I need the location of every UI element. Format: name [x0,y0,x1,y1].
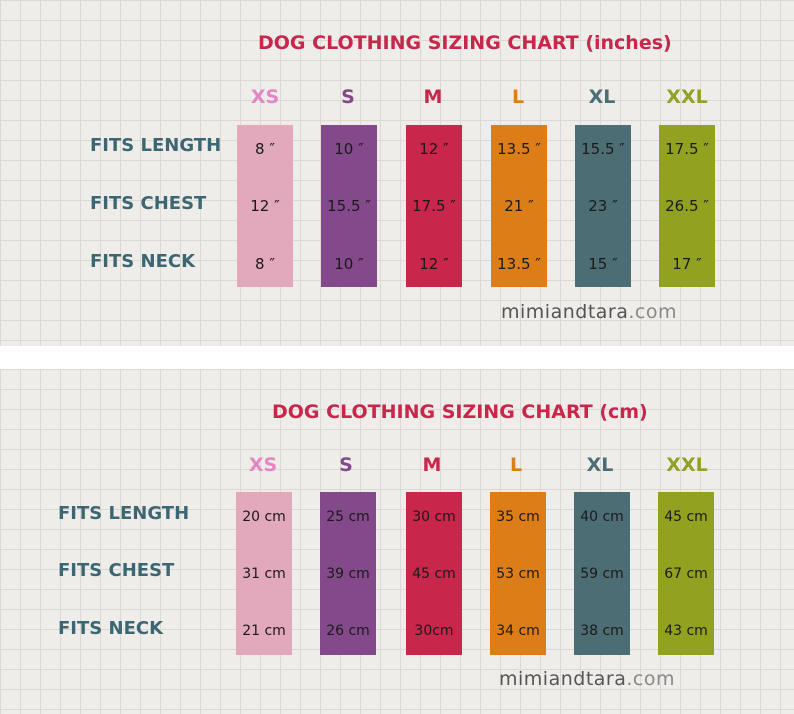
size-column-xxl: 17.5 ″ 26.5 ″ 17 ″ [659,125,715,287]
cell-chest-s: 15.5 ″ [327,197,371,215]
brand-name: mimiandtara [501,301,629,323]
row-label-chest: FITS CHEST [90,193,207,214]
cell-neck-xs: 21 cm [242,623,286,639]
cell-neck-xxl: 43 cm [664,623,708,639]
size-label-s: S [339,454,353,476]
size-label-l: L [511,86,525,108]
size-label-xs: XS [248,454,278,476]
size-column-xs: 20 cm 31 cm 21 cm [236,492,292,655]
cell-length-l: 13.5 ″ [497,140,541,158]
brand-tld: .com [626,668,675,690]
cell-neck-xl: 15 ″ [588,255,618,273]
cm-chart-panel: DOG CLOTHING SIZING CHART (cm) XS S M L … [0,369,794,714]
row-label-neck: FITS NECK [90,251,196,272]
cell-neck-xs: 8 ″ [255,255,275,273]
row-label-neck: FITS NECK [58,618,164,639]
cell-chest-xs: 31 cm [242,566,286,582]
chart-title-inches: DOG CLOTHING SIZING CHART (inches) [258,32,672,54]
size-column-l: 13.5 ″ 21 ″ 13.5 ″ [491,125,547,287]
inches-chart-panel: DOG CLOTHING SIZING CHART (inches) XS S … [0,0,794,346]
cell-length-xs: 8 ″ [255,140,275,158]
cell-neck-s: 26 cm [326,623,370,639]
row-label-length: FITS LENGTH [90,135,222,156]
cell-length-xl: 15.5 ″ [581,140,625,158]
cell-chest-xl: 23 ″ [588,197,618,215]
chart-title-cm: DOG CLOTHING SIZING CHART (cm) [272,401,648,423]
size-column-s: 10 ″ 15.5 ″ 10 ″ [321,125,377,287]
cell-neck-l: 13.5 ″ [497,255,541,273]
row-label-length: FITS LENGTH [58,503,190,524]
cell-chest-xxl: 26.5 ″ [665,197,709,215]
cell-neck-xl: 38 cm [580,623,624,639]
cell-length-s: 10 ″ [334,140,364,158]
size-column-m: 12 ″ 17.5 ″ 12 ″ [406,125,462,287]
cell-length-xxl: 17.5 ″ [665,140,709,158]
brand-watermark: mimiandtara.com [501,301,677,323]
cell-length-s: 25 cm [326,509,370,525]
size-label-xxl: XXL [666,86,708,108]
cell-chest-l: 21 ″ [504,197,534,215]
cell-chest-xxl: 67 cm [664,566,708,582]
brand-watermark: mimiandtara.com [499,668,675,690]
cell-chest-l: 53 cm [496,566,540,582]
cell-chest-m: 45 cm [412,566,456,582]
cell-length-l: 35 cm [496,509,540,525]
cell-neck-m: 12 ″ [419,255,449,273]
cell-length-xs: 20 cm [242,509,286,525]
size-label-m: M [422,454,442,476]
brand-tld: .com [628,301,677,323]
cell-chest-xl: 59 cm [580,566,624,582]
row-label-chest: FITS CHEST [58,560,175,581]
size-column-xl: 15.5 ″ 23 ″ 15 ″ [575,125,631,287]
size-label-xxl: XXL [666,454,708,476]
size-column-xl: 40 cm 59 cm 38 cm [574,492,630,655]
cell-length-m: 12 ″ [419,140,449,158]
size-column-xs: 8 ″ 12 ″ 8 ″ [237,125,293,287]
brand-name: mimiandtara [499,668,627,690]
size-label-xl: XL [588,86,616,108]
cell-neck-xxl: 17 ″ [672,255,702,273]
cell-length-xxl: 45 cm [664,509,708,525]
size-label-xs: XS [250,86,280,108]
cell-chest-s: 39 cm [326,566,370,582]
size-column-m: 30 cm 45 cm 30cm [406,492,462,655]
cell-neck-s: 10 ″ [334,255,364,273]
size-column-xxl: 45 cm 67 cm 43 cm [658,492,714,655]
size-label-s: S [341,86,355,108]
size-label-xl: XL [586,454,614,476]
size-label-l: L [509,454,523,476]
cell-neck-l: 34 cm [496,623,540,639]
cell-neck-m: 30cm [414,623,454,639]
cell-length-m: 30 cm [412,509,456,525]
size-column-s: 25 cm 39 cm 26 cm [320,492,376,655]
cell-chest-m: 17.5 ″ [412,197,456,215]
size-column-l: 35 cm 53 cm 34 cm [490,492,546,655]
cell-chest-xs: 12 ″ [250,197,280,215]
size-label-m: M [423,86,443,108]
cell-length-xl: 40 cm [580,509,624,525]
